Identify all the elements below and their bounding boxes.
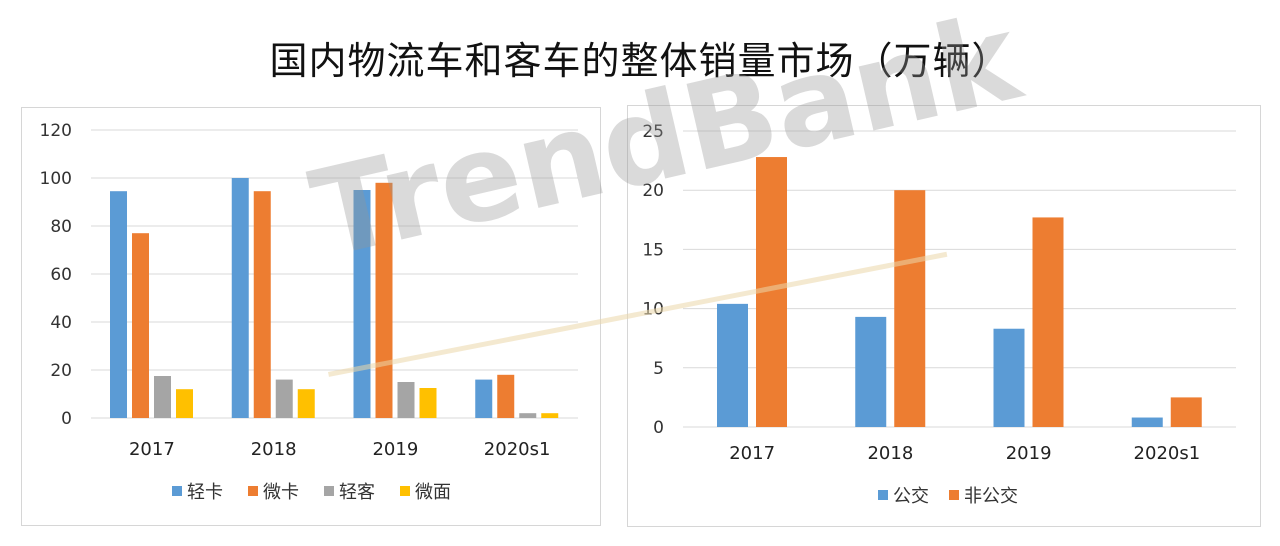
bars — [110, 178, 559, 418]
y-tick-label: 10 — [642, 300, 664, 320]
y-tick-label: 20 — [50, 361, 72, 381]
y-tick-label: 5 — [653, 359, 664, 379]
bar-3-2 — [275, 379, 293, 418]
x-category-label: 2017 — [129, 439, 175, 460]
y-tick-label: 120 — [40, 121, 72, 141]
bar-1-2 — [231, 178, 249, 418]
y-tick-label: 0 — [61, 409, 72, 429]
legend-label: 公交 — [893, 486, 929, 507]
y-tick-label: 40 — [50, 313, 72, 333]
bar-1-2 — [855, 316, 887, 427]
bars — [717, 157, 1202, 427]
legend: 轻卡 微卡 轻客 微面 — [172, 482, 451, 503]
bar-2-2 — [253, 191, 271, 418]
y-tick-label: 20 — [642, 181, 664, 201]
chart-right-svg: 25 20 15 10 5 0 2017 2018 2019 2020s1 公交… — [642, 122, 1236, 507]
x-category-label: 2020s1 — [1134, 443, 1201, 464]
bar-2-1 — [132, 233, 149, 418]
y-tick-label: 80 — [50, 217, 72, 237]
bar-2-4 — [1170, 397, 1202, 427]
chart-panel-left: 120 100 80 60 40 20 0 2017 2018 2019 202… — [21, 107, 601, 526]
bar-3-3 — [397, 382, 415, 418]
page-title: 国内物流车和客车的整体销量市场（万辆） — [269, 39, 1011, 83]
bar-3-4 — [519, 413, 537, 418]
legend-label: 轻卡 — [187, 482, 223, 503]
y-tick-label: 15 — [642, 240, 664, 260]
legend-label: 轻客 — [339, 482, 375, 503]
y-tick-labels: 120 100 80 60 40 20 0 — [40, 121, 72, 429]
y-tick-label: 25 — [642, 122, 664, 142]
legend-label: 微卡 — [263, 482, 299, 503]
y-tick-labels: 25 20 15 10 5 0 — [642, 122, 664, 438]
legend-swatch — [172, 486, 182, 496]
x-category-label: 2019 — [1006, 443, 1052, 464]
bar-3-1 — [154, 376, 171, 418]
bar-1-3 — [993, 328, 1025, 427]
bar-4-4 — [541, 413, 559, 418]
x-category-labels: 2017 2018 2019 2020s1 — [129, 439, 550, 460]
bar-4-2 — [297, 389, 315, 418]
legend-label: 非公交 — [964, 486, 1018, 507]
bar-2-2 — [894, 190, 926, 427]
chart-panel-right: 25 20 15 10 5 0 2017 2018 2019 2020s1 公交… — [627, 105, 1261, 527]
y-tick-label: 100 — [40, 169, 72, 189]
bar-1-4 — [475, 379, 493, 418]
bar-1-1 — [717, 303, 748, 427]
legend-swatch — [248, 486, 258, 496]
legend-swatch — [878, 490, 888, 500]
legend-swatch — [324, 486, 334, 496]
bar-4-1 — [176, 389, 193, 418]
bar-2-1 — [756, 157, 787, 427]
bar-1-3 — [353, 190, 371, 418]
x-category-label: 2018 — [867, 443, 913, 464]
bar-1-1 — [110, 191, 127, 418]
x-category-label: 2018 — [251, 439, 297, 460]
bar-1-4 — [1131, 417, 1163, 427]
x-category-label: 2017 — [729, 443, 775, 464]
y-tick-label: 0 — [653, 418, 664, 438]
bar-2-3 — [375, 182, 393, 418]
legend-label: 微面 — [415, 482, 451, 503]
legend: 公交 非公交 — [878, 486, 1018, 507]
x-category-labels: 2017 2018 2019 2020s1 — [729, 443, 1200, 464]
bar-2-3 — [1032, 217, 1064, 427]
legend-swatch — [949, 490, 959, 500]
legend-swatch — [400, 486, 410, 496]
y-tick-label: 60 — [50, 265, 72, 285]
x-category-label: 2019 — [372, 439, 418, 460]
chart-left-svg: 120 100 80 60 40 20 0 2017 2018 2019 202… — [40, 121, 578, 503]
bar-4-3 — [419, 388, 437, 418]
x-category-label: 2020s1 — [484, 439, 551, 460]
bar-2-4 — [497, 374, 515, 418]
